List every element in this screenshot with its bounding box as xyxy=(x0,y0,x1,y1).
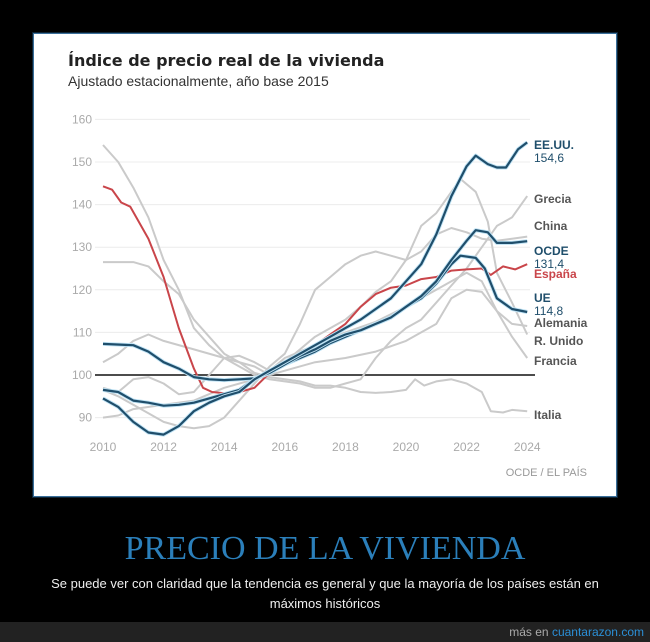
series-label: Grecia xyxy=(534,192,572,206)
y-tick-label: 130 xyxy=(72,240,92,254)
x-axis: 2010 2012 2014 2016 2018 2020 2022 2024 xyxy=(90,440,541,454)
series-label: China xyxy=(534,219,568,233)
series-value-label: 154,6 xyxy=(534,151,564,165)
series-label: Francia xyxy=(534,354,577,368)
series-label: R. Unido xyxy=(534,334,583,348)
x-tick-label: 2014 xyxy=(211,440,238,454)
series-line-francia xyxy=(102,288,529,376)
x-tick-label: 2020 xyxy=(393,440,420,454)
series-line-runido xyxy=(102,178,529,396)
post-headline: PRECIO DE LA VIVIENDA xyxy=(124,530,526,567)
series-label: OCDE xyxy=(534,244,569,258)
series-label: Italia xyxy=(534,408,562,422)
y-tick-label: 160 xyxy=(72,112,92,126)
series-label: Alemania xyxy=(534,316,588,330)
series-line-grecia xyxy=(102,144,529,389)
x-tick-label: 2018 xyxy=(332,440,359,454)
series-line-china xyxy=(102,227,528,430)
series-labels: Grecia China Alemania R. Unido Francia Italia… xyxy=(534,138,588,422)
post-caption: Se puede ver con claridad que la tendenc… xyxy=(51,576,599,611)
x-tick-label: 2012 xyxy=(150,440,177,454)
source-label: OCDE / EL PAÍS xyxy=(506,466,587,479)
series-label: UE xyxy=(534,291,551,305)
line-chart: Índice de precio real de la vivienda Aju… xyxy=(68,51,588,479)
chart-title: Índice de precio real de la vivienda xyxy=(68,51,384,70)
footer-link[interactable]: más en cuantarazon.com xyxy=(509,625,644,639)
y-tick-label: 90 xyxy=(79,411,93,425)
series-value-label: 131,4 xyxy=(534,257,564,271)
chart-subtitle: Ajustado estacionalmente, año base 2015 xyxy=(68,73,329,89)
series-line-eeuu xyxy=(102,141,528,436)
site-link[interactable]: cuantarazon.com xyxy=(551,625,644,639)
x-tick-label: 2024 xyxy=(514,440,541,454)
series-halo xyxy=(102,228,528,383)
y-tick-label: 150 xyxy=(72,155,92,169)
series-line-ocde xyxy=(102,229,528,382)
y-tick-label: 140 xyxy=(72,198,92,212)
series-lines xyxy=(102,140,529,437)
footer-bar: más en cuantarazon.com xyxy=(0,622,650,642)
x-tick-label: 2022 xyxy=(453,440,480,454)
series-label: España xyxy=(534,267,577,281)
x-tick-label: 2010 xyxy=(90,440,117,454)
series-value-label: 114,8 xyxy=(534,304,563,318)
footer-prefix: más en xyxy=(509,625,549,639)
y-tick-label: 110 xyxy=(73,325,92,339)
series-label: EE.UU. xyxy=(534,138,574,152)
y-tick-label: 100 xyxy=(72,368,92,382)
series-line-italia xyxy=(103,261,528,414)
y-tick-label: 120 xyxy=(72,283,92,297)
y-axis: 160 150 140 130 120 110 100 90 xyxy=(72,112,92,424)
x-tick-label: 2016 xyxy=(271,440,298,454)
